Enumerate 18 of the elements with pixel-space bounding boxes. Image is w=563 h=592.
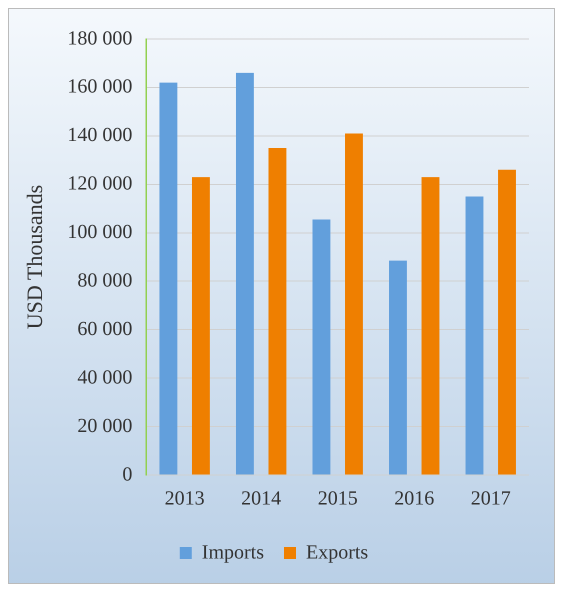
y-tick-label: 120 000 [67,172,132,195]
x-tick-label: 2014 [241,487,282,510]
legend-label: Imports [202,541,264,564]
y-tick-label: 40 000 [77,366,132,388]
y-axis-title: USD Thousands [22,184,47,330]
y-tick-label: 180 000 [67,27,132,50]
y-tick-label: 0 [122,463,132,486]
x-tick-label: 2017 [470,487,511,510]
y-tick-label: 160 000 [67,76,132,98]
y-tick-label: 20 000 [77,414,132,437]
y-tick-label: 100 000 [67,221,132,244]
x-tick-label: 2013 [164,487,205,510]
x-tick-label: 2016 [394,487,434,510]
y-tick-label: 140 000 [67,124,132,146]
legend-label: Exports [306,541,368,564]
y-tick-label: 60 000 [77,318,132,340]
y-tick-label: 80 000 [77,269,132,292]
x-tick-label: 2015 [318,487,358,510]
